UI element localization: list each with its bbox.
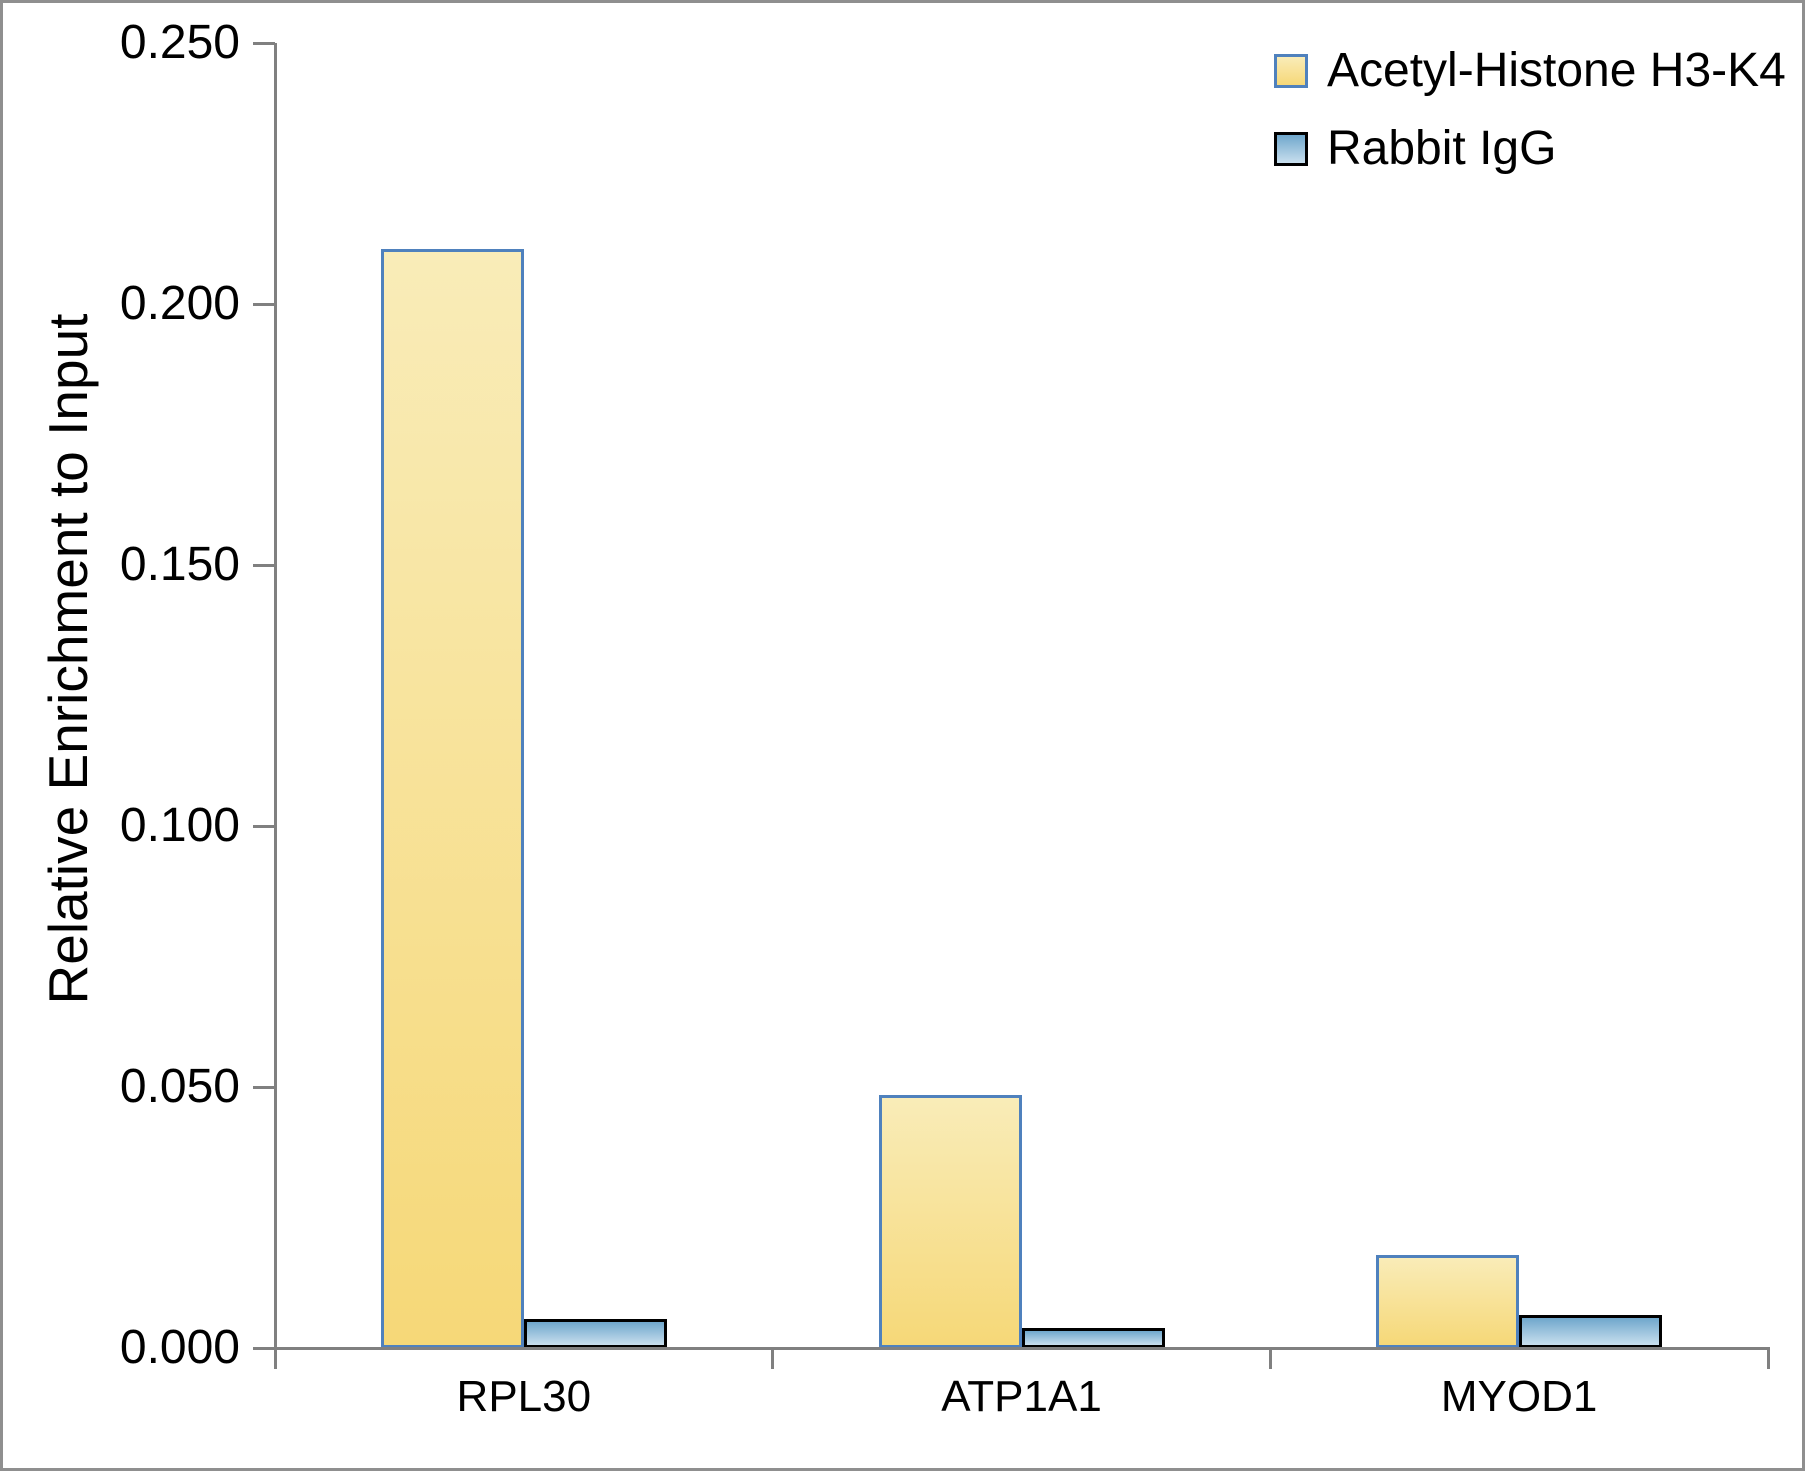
- bar-atp1a1-series-1: [1021, 1328, 1165, 1348]
- x-category-label-atp1a1: ATP1A1: [941, 1372, 1102, 1421]
- x-axis-baseline: [273, 1346, 1770, 1350]
- legend-swatch-icon: [1274, 54, 1308, 88]
- y-tick-label: 0.000: [119, 1321, 240, 1374]
- y-tick-mark: [253, 563, 275, 567]
- bar-atp1a1-series-0: [878, 1095, 1022, 1348]
- x-tick-mark: [1268, 1348, 1272, 1369]
- y-tick-label: 0.100: [119, 799, 240, 852]
- y-tick-mark: [253, 1346, 275, 1350]
- legend-item: Rabbit IgG: [1274, 123, 1556, 175]
- bar-rpl30-series-0: [380, 249, 524, 1348]
- y-tick-label: 0.050: [119, 1060, 240, 1113]
- y-tick-mark: [253, 1085, 275, 1089]
- bar-rpl30-series-1: [523, 1319, 667, 1348]
- bar-myod1-series-0: [1376, 1255, 1520, 1348]
- x-tick-mark: [273, 1348, 277, 1369]
- bar-myod1-series-1: [1519, 1315, 1663, 1348]
- y-tick-mark: [253, 302, 275, 306]
- x-tick-mark: [1766, 1348, 1770, 1369]
- legend-swatch-icon: [1274, 132, 1308, 166]
- x-category-label-rpl30: RPL30: [456, 1372, 592, 1421]
- legend-item: Acetyl-Histone H3-K4: [1274, 45, 1786, 97]
- y-tick-label: 0.150: [119, 538, 240, 591]
- y-tick-label: 0.250: [119, 16, 240, 69]
- y-axis-title: Relative Enrichment to Input: [37, 313, 99, 1005]
- legend-label: Rabbit IgG: [1327, 122, 1557, 175]
- x-tick-mark: [771, 1348, 775, 1369]
- y-axis-line: [273, 43, 277, 1348]
- y-tick-mark: [253, 824, 275, 828]
- legend-label: Acetyl-Histone H3-K4: [1327, 44, 1786, 97]
- y-tick-label: 0.200: [119, 277, 240, 330]
- y-tick-mark: [253, 41, 275, 45]
- x-category-label-myod1: MYOD1: [1440, 1372, 1598, 1421]
